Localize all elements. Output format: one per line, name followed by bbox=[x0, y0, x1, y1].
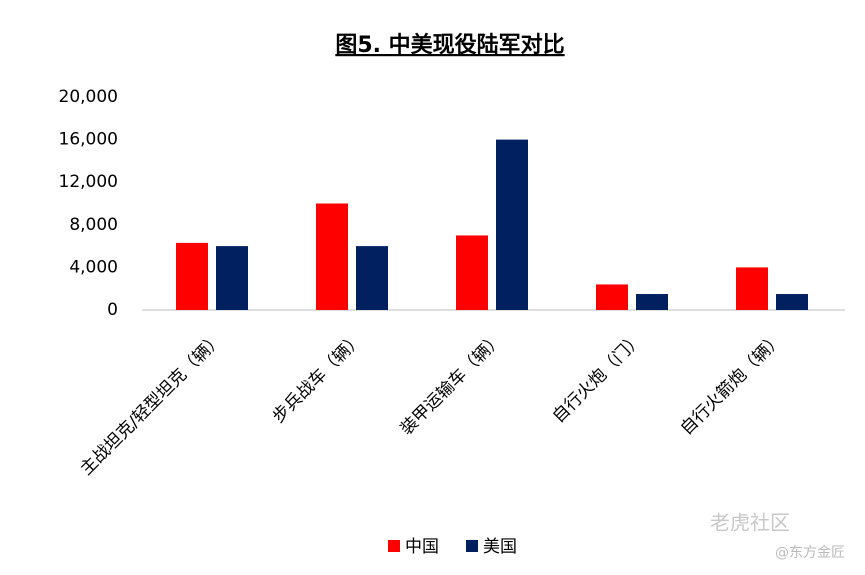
x-tick-label: 自行火炮（门） bbox=[549, 329, 647, 427]
bar bbox=[596, 284, 628, 310]
bar bbox=[176, 242, 208, 310]
bar bbox=[356, 246, 388, 310]
bar bbox=[736, 267, 768, 310]
x-tick-label: 装甲运输车（辆） bbox=[397, 329, 507, 439]
bar bbox=[316, 203, 348, 310]
bar bbox=[776, 294, 808, 310]
chart-title: 图5. 中美现役陆军对比 bbox=[335, 32, 564, 58]
y-tick-label: 8,000 bbox=[69, 215, 118, 235]
legend-label: 中国 bbox=[405, 537, 439, 557]
legend-swatch bbox=[466, 540, 478, 552]
bar bbox=[456, 235, 488, 310]
watermark-brand: 老虎社区 bbox=[710, 511, 790, 535]
y-tick-label: 0 bbox=[107, 300, 118, 320]
y-tick-label: 12,000 bbox=[59, 172, 118, 192]
x-tick-label: 主战坦克/轻型坦克（辆） bbox=[77, 329, 227, 479]
y-tick-label: 20,000 bbox=[59, 87, 118, 107]
watermark-author: @东方金匠 bbox=[775, 545, 845, 561]
bar bbox=[636, 294, 668, 310]
bar bbox=[496, 139, 528, 310]
x-tick-label: 步兵战车（辆） bbox=[269, 329, 367, 427]
y-tick-label: 16,000 bbox=[59, 130, 118, 150]
x-tick-label: 自行火箭炮（辆） bbox=[677, 329, 787, 439]
legend-label: 美国 bbox=[483, 537, 517, 557]
y-tick-label: 4,000 bbox=[69, 257, 118, 277]
legend-swatch bbox=[388, 540, 400, 552]
bar bbox=[216, 246, 248, 310]
